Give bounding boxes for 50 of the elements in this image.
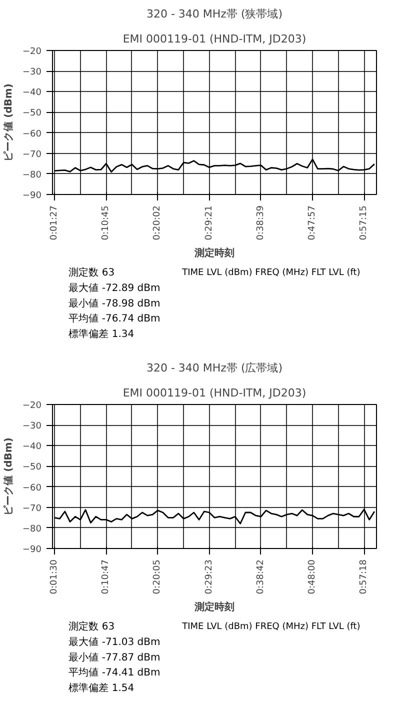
text: 最大値 -72.89 dBm: [68, 282, 160, 294]
text: 最大値 -71.03 dBm: [68, 636, 160, 648]
text: TIME LVL (dBm) FREQ (MHz) FLT LVL (ft): [181, 622, 360, 632]
y-tick-label: −30: [22, 422, 42, 432]
y-tick-label: −60: [22, 129, 42, 140]
chart-title: 320 - 340 MHz帯 (狭帯域): [146, 8, 283, 20]
x-tick-label: 0:10:47: [101, 559, 112, 594]
y-tick-label: −90: [22, 191, 42, 201]
y-tick-label: −40: [22, 442, 42, 452]
y-tick-label: −50: [22, 462, 42, 473]
text: 平均値 -74.41 dBm: [68, 666, 160, 679]
x-tick-label: 0:57:15: [359, 205, 370, 240]
text: TIME LVL (dBm) FREQ (MHz) FLT LVL (ft): [181, 268, 360, 278]
y-tick-label: −80: [22, 524, 42, 534]
y-tick-label: −20: [22, 401, 42, 411]
x-tick-label: 0:01:30: [50, 559, 60, 594]
x-tick-label: 0:29:23: [204, 559, 214, 594]
text: 標準偏差 1.34: [68, 328, 134, 340]
text: 最小値 -78.98 dBm: [68, 297, 160, 310]
x-tick-label: 0:29:21: [204, 205, 214, 240]
x-tick-label: 0:38:39: [256, 205, 266, 240]
x-axis-title: 測定時刻: [194, 247, 234, 260]
x-tick-label: 0:47:57: [308, 205, 318, 240]
y-tick-label: −30: [22, 68, 42, 78]
text: 平均値 -76.74 dBm: [68, 312, 160, 325]
x-tick-label: 0:48:00: [308, 559, 318, 594]
chart-subtitle: EMI 000119-01 (HND-ITM, JD203): [122, 386, 306, 400]
y-tick-label: −90: [22, 545, 42, 555]
chart-title: 320 - 340 MHz帯 (広帯域): [146, 362, 283, 374]
y-tick-label: −40: [22, 88, 42, 98]
y-tick-label: −70: [22, 150, 42, 160]
y-tick-label: −60: [22, 483, 42, 494]
text: 測定数 63: [68, 620, 115, 633]
x-tick-label: 0:01:27: [50, 205, 60, 240]
x-tick-label: 0:38:42: [256, 559, 266, 594]
y-tick-label: −50: [22, 108, 42, 119]
y-tick-label: −20: [22, 47, 42, 57]
text: 最小値 -77.87 dBm: [68, 651, 160, 664]
text: 測定数 63: [68, 266, 115, 279]
x-tick-label: 0:10:45: [101, 205, 112, 240]
y-tick-label: −70: [22, 504, 42, 514]
x-tick-label: 0:57:18: [359, 559, 370, 594]
y-tick-label: −80: [22, 170, 42, 180]
y-axis-title: ピーク値 (dBm): [2, 438, 15, 516]
x-tick-label: 0:20:05: [152, 559, 163, 594]
x-tick-label: 0:20:02: [152, 205, 163, 240]
chart-subtitle: EMI 000119-01 (HND-ITM, JD203): [122, 32, 306, 46]
x-axis-title: 測定時刻: [194, 601, 234, 614]
y-axis-title: ピーク値 (dBm): [2, 84, 15, 162]
text: 標準偏差 1.54: [68, 682, 134, 694]
